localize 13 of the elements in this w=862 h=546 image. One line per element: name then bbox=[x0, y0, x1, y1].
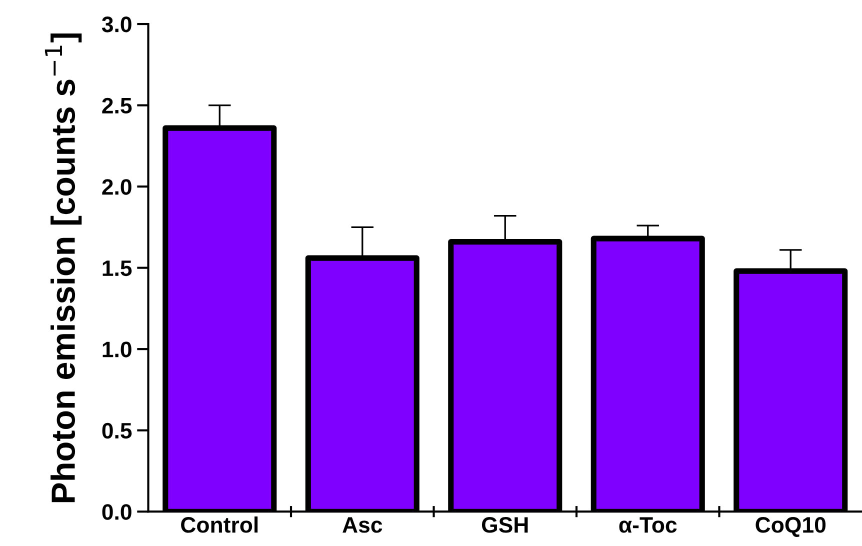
y-axis-title: Photon emission [counts s$^{−1}$] bbox=[44, 33, 82, 502]
y-tick-label: 0.0 bbox=[102, 504, 132, 520]
y-tick-label: 2.5 bbox=[102, 98, 132, 114]
y-tick-label: 2.0 bbox=[102, 179, 132, 195]
x-tick-label: Asc bbox=[342, 517, 382, 533]
y-tick-label: 3.0 bbox=[102, 16, 132, 32]
x-tick-label: Control bbox=[181, 516, 258, 533]
x-tick-label: GSH bbox=[482, 517, 528, 533]
x-tick-label: α-Toc bbox=[619, 517, 677, 533]
x-tick-label: CoQ10 bbox=[756, 517, 826, 537]
y-tick-label: 1.0 bbox=[102, 342, 132, 358]
y-tick-label: 1.5 bbox=[102, 260, 132, 276]
y-tick-label: 0.5 bbox=[102, 422, 132, 439]
